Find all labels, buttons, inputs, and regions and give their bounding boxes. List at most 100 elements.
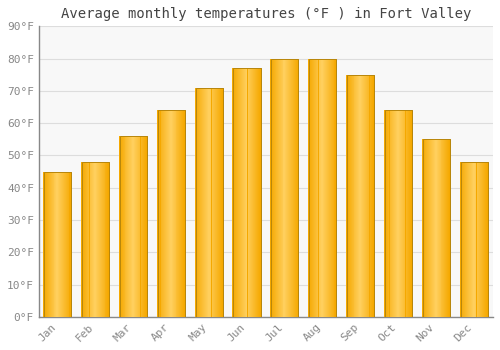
- Bar: [296, 58, 298, 317]
- Bar: [232, 68, 234, 317]
- Bar: [422, 139, 450, 317]
- Bar: [309, 58, 310, 317]
- Bar: [446, 139, 447, 317]
- Bar: [444, 139, 445, 317]
- Bar: [243, 68, 244, 317]
- Bar: [198, 88, 200, 317]
- Bar: [440, 139, 442, 317]
- Bar: [332, 58, 334, 317]
- Bar: [196, 88, 198, 317]
- Bar: [81, 162, 82, 317]
- Bar: [172, 110, 174, 317]
- Bar: [365, 75, 366, 317]
- Bar: [295, 58, 296, 317]
- Bar: [101, 162, 102, 317]
- Bar: [196, 88, 223, 317]
- Bar: [145, 136, 146, 317]
- Bar: [168, 110, 169, 317]
- Bar: [180, 110, 181, 317]
- Bar: [106, 162, 108, 317]
- Bar: [66, 172, 68, 317]
- Bar: [445, 139, 446, 317]
- Bar: [253, 68, 254, 317]
- Bar: [60, 172, 61, 317]
- Bar: [354, 75, 356, 317]
- Bar: [360, 75, 361, 317]
- Bar: [138, 136, 140, 317]
- Bar: [254, 68, 255, 317]
- Bar: [406, 110, 408, 317]
- Bar: [62, 172, 63, 317]
- Bar: [44, 172, 72, 317]
- Bar: [462, 162, 464, 317]
- Bar: [330, 58, 332, 317]
- Bar: [366, 75, 368, 317]
- Bar: [422, 139, 450, 317]
- Bar: [120, 136, 147, 317]
- Bar: [46, 172, 47, 317]
- Bar: [447, 139, 448, 317]
- Bar: [368, 75, 370, 317]
- Bar: [216, 88, 217, 317]
- Bar: [108, 162, 109, 317]
- Bar: [315, 58, 316, 317]
- Bar: [401, 110, 402, 317]
- Bar: [484, 162, 485, 317]
- Bar: [219, 88, 220, 317]
- Bar: [86, 162, 88, 317]
- Bar: [170, 110, 171, 317]
- Bar: [349, 75, 350, 317]
- Bar: [350, 75, 352, 317]
- Bar: [61, 172, 62, 317]
- Bar: [433, 139, 434, 317]
- Bar: [460, 162, 462, 317]
- Bar: [88, 162, 90, 317]
- Bar: [384, 110, 385, 317]
- Bar: [275, 58, 276, 317]
- Title: Average monthly temperatures (°F ) in Fort Valley: Average monthly temperatures (°F ) in Fo…: [60, 7, 471, 21]
- Bar: [449, 139, 450, 317]
- Bar: [158, 110, 185, 317]
- Bar: [85, 162, 86, 317]
- Bar: [396, 110, 397, 317]
- Bar: [165, 110, 166, 317]
- Bar: [214, 88, 216, 317]
- Bar: [359, 75, 360, 317]
- Bar: [48, 172, 49, 317]
- Bar: [212, 88, 214, 317]
- Bar: [424, 139, 426, 317]
- Bar: [320, 58, 322, 317]
- Bar: [45, 172, 46, 317]
- Bar: [392, 110, 394, 317]
- Bar: [182, 110, 183, 317]
- Bar: [326, 58, 327, 317]
- Bar: [468, 162, 469, 317]
- Bar: [82, 162, 109, 317]
- Bar: [280, 58, 281, 317]
- Bar: [176, 110, 178, 317]
- Bar: [144, 136, 145, 317]
- Bar: [385, 110, 412, 317]
- Bar: [474, 162, 476, 317]
- Bar: [126, 136, 128, 317]
- Bar: [146, 136, 147, 317]
- Bar: [206, 88, 207, 317]
- Bar: [364, 75, 365, 317]
- Bar: [460, 162, 488, 317]
- Bar: [370, 75, 372, 317]
- Bar: [327, 58, 328, 317]
- Bar: [90, 162, 92, 317]
- Bar: [100, 162, 101, 317]
- Bar: [469, 162, 470, 317]
- Bar: [464, 162, 465, 317]
- Bar: [133, 136, 134, 317]
- Bar: [122, 136, 124, 317]
- Bar: [257, 68, 258, 317]
- Bar: [430, 139, 431, 317]
- Bar: [178, 110, 180, 317]
- Bar: [310, 58, 311, 317]
- Bar: [119, 136, 120, 317]
- Bar: [160, 110, 162, 317]
- Bar: [218, 88, 219, 317]
- Bar: [358, 75, 359, 317]
